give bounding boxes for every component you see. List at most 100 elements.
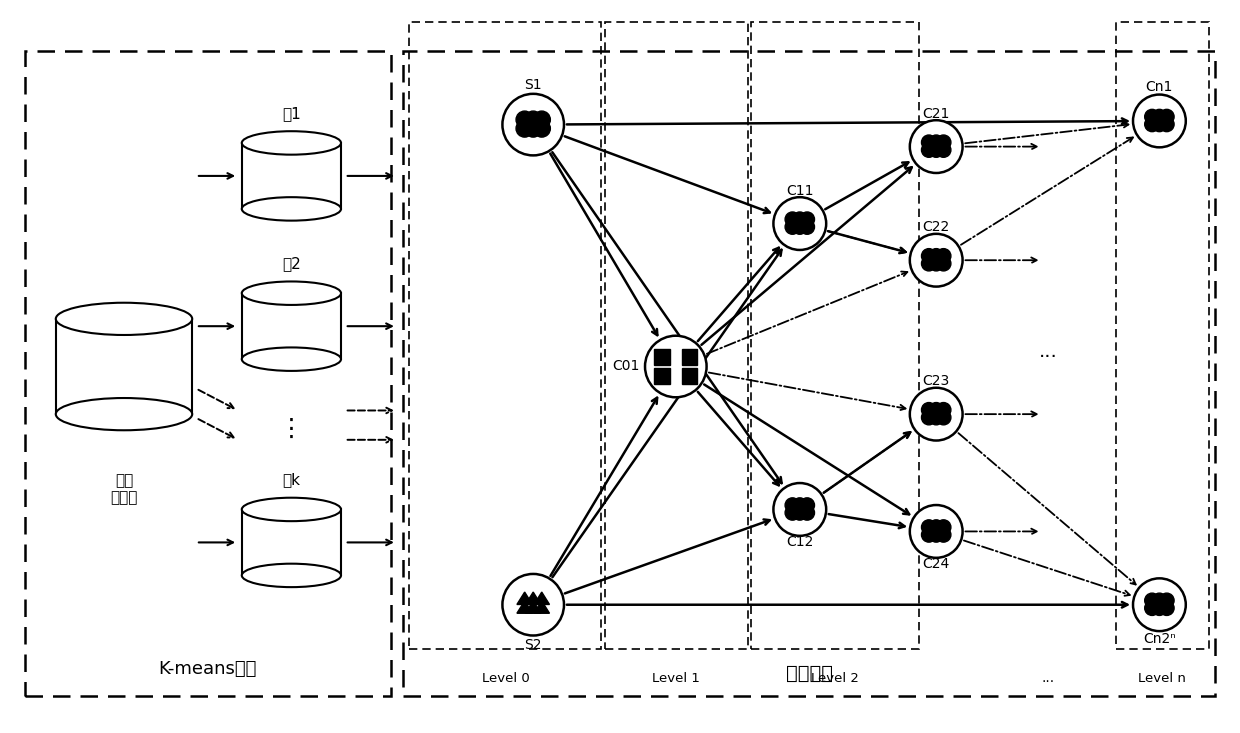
Ellipse shape bbox=[56, 303, 192, 335]
Ellipse shape bbox=[921, 520, 936, 534]
Ellipse shape bbox=[936, 248, 951, 263]
Text: Cn1: Cn1 bbox=[1146, 80, 1173, 94]
Ellipse shape bbox=[242, 498, 341, 521]
Ellipse shape bbox=[502, 574, 564, 636]
Ellipse shape bbox=[936, 142, 951, 158]
Ellipse shape bbox=[242, 197, 341, 221]
Text: 数据采样: 数据采样 bbox=[786, 664, 832, 683]
Polygon shape bbox=[242, 509, 341, 575]
Ellipse shape bbox=[936, 402, 951, 417]
Ellipse shape bbox=[929, 248, 944, 263]
Ellipse shape bbox=[792, 505, 807, 520]
Ellipse shape bbox=[929, 527, 944, 542]
Text: 簇2: 簇2 bbox=[281, 257, 301, 271]
Polygon shape bbox=[517, 601, 532, 614]
Text: 正类
数据集: 正类 数据集 bbox=[110, 473, 138, 505]
Ellipse shape bbox=[785, 219, 800, 235]
Ellipse shape bbox=[800, 219, 815, 235]
Ellipse shape bbox=[1159, 600, 1174, 616]
Ellipse shape bbox=[242, 347, 341, 371]
Ellipse shape bbox=[1145, 117, 1159, 132]
Ellipse shape bbox=[929, 142, 944, 158]
Text: C12: C12 bbox=[786, 535, 813, 550]
Ellipse shape bbox=[936, 256, 951, 271]
Ellipse shape bbox=[921, 527, 936, 542]
Polygon shape bbox=[242, 293, 341, 359]
Text: K-means聚类: K-means聚类 bbox=[159, 660, 257, 678]
Ellipse shape bbox=[785, 498, 800, 512]
Text: Cn2ⁿ: Cn2ⁿ bbox=[1143, 632, 1176, 646]
Ellipse shape bbox=[1152, 117, 1167, 132]
Ellipse shape bbox=[1152, 600, 1167, 616]
Ellipse shape bbox=[1152, 109, 1167, 124]
Ellipse shape bbox=[1145, 593, 1159, 608]
Text: ...: ... bbox=[1038, 342, 1058, 361]
Ellipse shape bbox=[533, 111, 551, 128]
Ellipse shape bbox=[502, 94, 564, 155]
Ellipse shape bbox=[1133, 578, 1185, 631]
Ellipse shape bbox=[1145, 600, 1159, 616]
Ellipse shape bbox=[792, 212, 807, 226]
Polygon shape bbox=[526, 592, 541, 605]
Ellipse shape bbox=[1159, 109, 1174, 124]
Text: C23: C23 bbox=[923, 374, 950, 388]
Ellipse shape bbox=[242, 131, 341, 155]
Ellipse shape bbox=[785, 505, 800, 520]
Text: C11: C11 bbox=[786, 183, 813, 198]
Ellipse shape bbox=[929, 402, 944, 417]
Polygon shape bbox=[517, 592, 532, 605]
Ellipse shape bbox=[929, 256, 944, 271]
Text: 簇1: 簇1 bbox=[281, 106, 301, 121]
Text: C21: C21 bbox=[923, 106, 950, 121]
Polygon shape bbox=[242, 143, 341, 209]
Ellipse shape bbox=[929, 410, 944, 425]
Ellipse shape bbox=[936, 410, 951, 425]
Text: ...: ... bbox=[1042, 671, 1054, 685]
Ellipse shape bbox=[774, 483, 826, 536]
Text: C01: C01 bbox=[613, 359, 640, 374]
Polygon shape bbox=[655, 369, 670, 384]
Ellipse shape bbox=[533, 120, 551, 137]
Ellipse shape bbox=[242, 281, 341, 305]
Ellipse shape bbox=[936, 527, 951, 542]
Polygon shape bbox=[655, 349, 670, 364]
Text: C22: C22 bbox=[923, 220, 950, 235]
Ellipse shape bbox=[1152, 593, 1167, 608]
Text: S2: S2 bbox=[525, 638, 542, 652]
Ellipse shape bbox=[785, 212, 800, 226]
Ellipse shape bbox=[921, 142, 936, 158]
Text: 簇k: 簇k bbox=[283, 473, 300, 487]
Ellipse shape bbox=[800, 212, 815, 226]
Ellipse shape bbox=[1159, 593, 1174, 608]
Ellipse shape bbox=[910, 505, 962, 558]
Ellipse shape bbox=[921, 410, 936, 425]
Ellipse shape bbox=[774, 197, 826, 250]
Polygon shape bbox=[682, 349, 697, 364]
Text: Level 1: Level 1 bbox=[652, 671, 699, 685]
Ellipse shape bbox=[1145, 109, 1159, 124]
Text: ⋮: ⋮ bbox=[279, 417, 304, 441]
Polygon shape bbox=[534, 601, 549, 614]
Ellipse shape bbox=[792, 219, 807, 235]
Ellipse shape bbox=[800, 505, 815, 520]
Ellipse shape bbox=[792, 498, 807, 512]
Ellipse shape bbox=[910, 120, 962, 173]
Ellipse shape bbox=[929, 135, 944, 150]
Ellipse shape bbox=[516, 120, 533, 137]
Ellipse shape bbox=[921, 256, 936, 271]
Polygon shape bbox=[534, 592, 549, 605]
Text: S1: S1 bbox=[525, 78, 542, 92]
Text: C24: C24 bbox=[923, 557, 950, 572]
Ellipse shape bbox=[645, 336, 707, 397]
Text: Level 0: Level 0 bbox=[482, 671, 529, 685]
Ellipse shape bbox=[910, 234, 962, 287]
Ellipse shape bbox=[56, 398, 192, 430]
Ellipse shape bbox=[910, 388, 962, 441]
Ellipse shape bbox=[1133, 95, 1185, 147]
Ellipse shape bbox=[516, 111, 533, 128]
Text: Level n: Level n bbox=[1138, 671, 1185, 685]
Polygon shape bbox=[56, 319, 192, 414]
Ellipse shape bbox=[929, 520, 944, 534]
Ellipse shape bbox=[921, 402, 936, 417]
Ellipse shape bbox=[800, 498, 815, 512]
